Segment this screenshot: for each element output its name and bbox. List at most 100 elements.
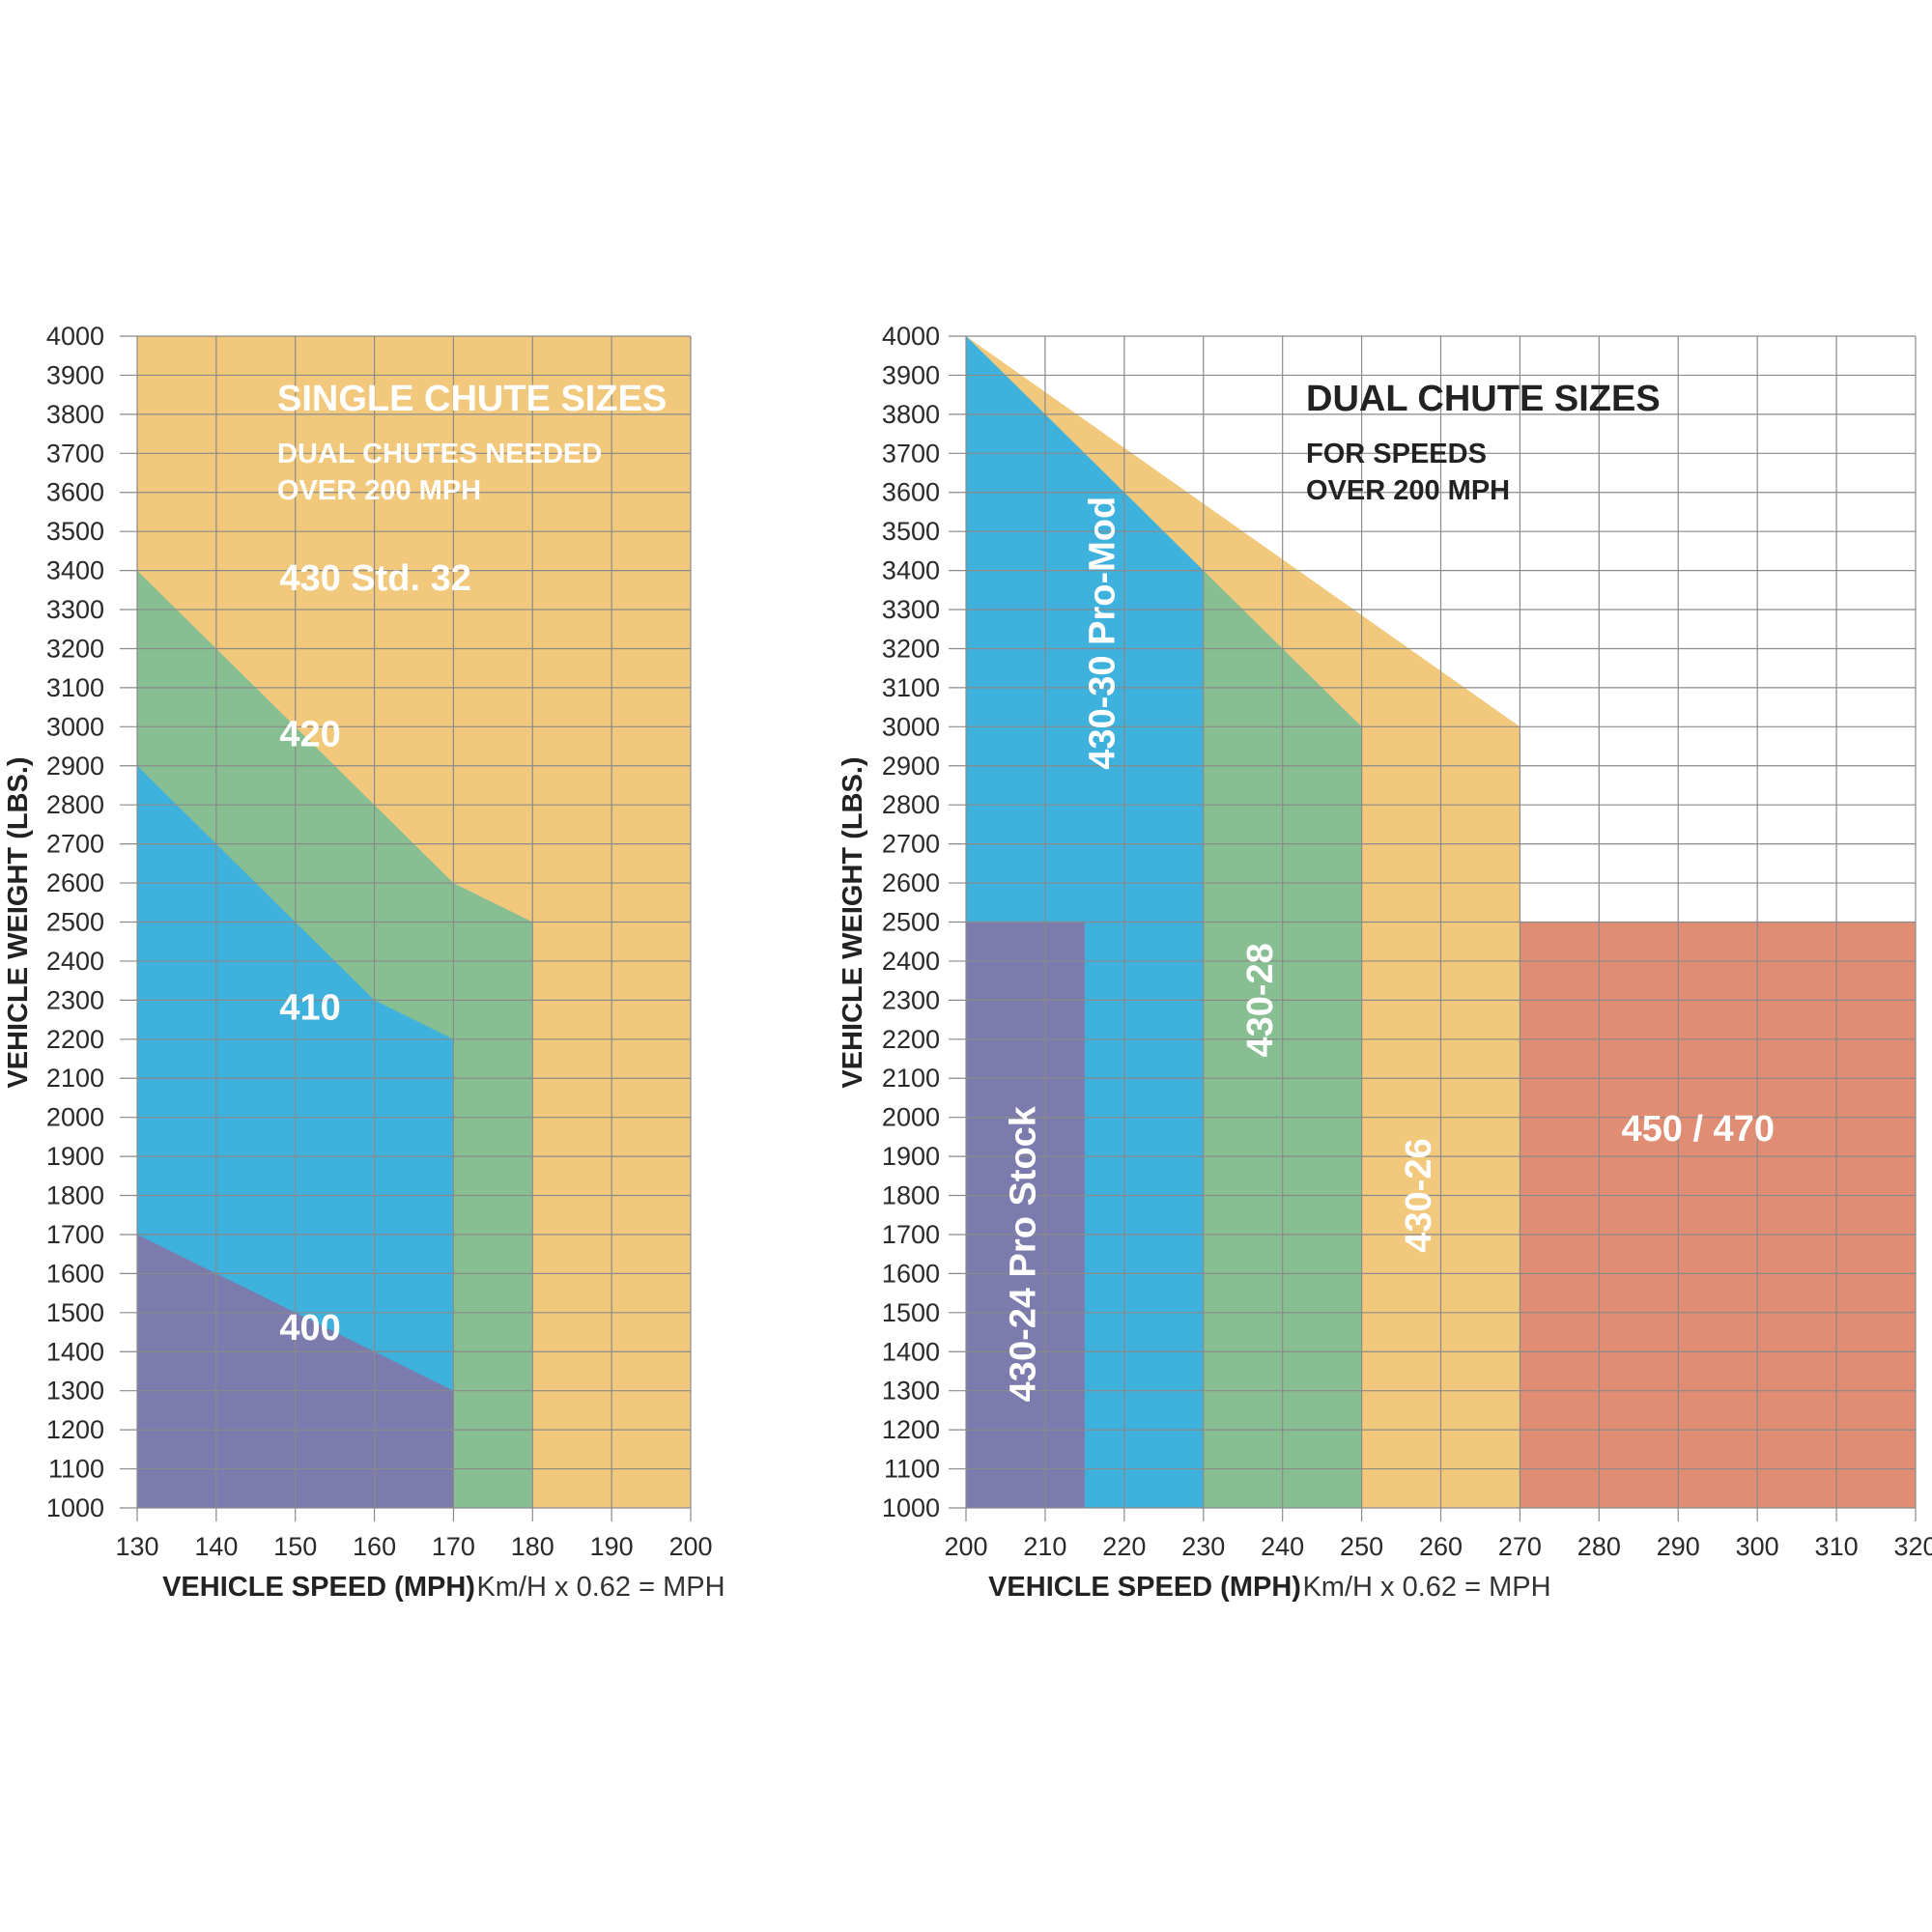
region-label-430-24-pro-stock: 430-24 Pro Stock	[1003, 1105, 1043, 1402]
region-label-410: 410	[279, 988, 340, 1029]
y-tick-label: 2600	[46, 868, 104, 897]
x-tick-label: 200	[668, 1532, 712, 1561]
y-tick-label: 1900	[882, 1142, 940, 1171]
y-tick-label: 2500	[46, 908, 104, 937]
y-tick-label: 3800	[46, 400, 104, 429]
y-tick-label: 1600	[46, 1259, 104, 1288]
grid	[120, 335, 692, 1521]
y-tick-label: 3400	[882, 556, 940, 585]
y-tick-label: 2700	[882, 830, 940, 859]
y-tick-label: 4000	[46, 322, 104, 351]
y-tick-label: 3000	[882, 712, 940, 741]
conversion-note: Km/H x 0.62 = MPH	[1302, 1572, 1550, 1603]
region-label-430-30-pro-mod: 430-30 Pro-Mod	[1082, 497, 1122, 770]
y-tick-label: 2500	[882, 908, 940, 937]
y-tick-label: 3700	[882, 439, 940, 468]
chart-title: DUAL CHUTE SIZES	[1306, 379, 1661, 419]
x-axis-title: VEHICLE SPEED (MPH)	[988, 1572, 1301, 1603]
x-tick-label: 160	[353, 1532, 396, 1561]
y-tick-label: 2900	[46, 752, 104, 781]
y-tick-label: 3200	[882, 634, 940, 663]
y-tick-label: 2100	[882, 1064, 940, 1093]
y-tick-label: 3200	[46, 634, 104, 663]
y-tick-label: 1100	[884, 1455, 940, 1484]
y-tick-label: 2100	[46, 1064, 104, 1093]
x-tick-label: 260	[1419, 1532, 1463, 1561]
x-tick-label: 140	[194, 1532, 238, 1561]
y-tick-label: 1400	[46, 1337, 104, 1366]
x-tick-label: 150	[273, 1532, 317, 1561]
chart-subtitle-line: OVER 200 MPH	[1306, 475, 1510, 506]
y-tick-label: 3600	[882, 478, 940, 507]
y-tick-label: 4000	[882, 322, 940, 351]
chart-subtitle-line: FOR SPEEDS	[1306, 439, 1487, 469]
y-tick-label: 3900	[46, 360, 104, 389]
y-tick-label: 2000	[882, 1103, 940, 1132]
y-tick-label: 2200	[882, 1025, 940, 1054]
y-tick-label: 1000	[882, 1493, 940, 1522]
y-tick-label: 2400	[882, 947, 940, 976]
x-tick-label: 320	[1893, 1532, 1932, 1561]
y-tick-label: 1300	[882, 1377, 940, 1406]
y-tick-label: 3000	[46, 712, 104, 741]
x-tick-label: 200	[944, 1532, 987, 1561]
y-tick-label: 1300	[46, 1377, 104, 1406]
y-tick-label: 3500	[882, 517, 940, 546]
y-tick-label: 1800	[882, 1181, 940, 1210]
x-tick-label: 290	[1657, 1532, 1700, 1561]
y-tick-label: 3100	[46, 673, 104, 702]
y-axis-title: VEHICLE WEIGHT (LBS.)	[3, 756, 34, 1088]
region-430-24-pro-stock	[966, 922, 1085, 1508]
y-tick-label: 2800	[46, 790, 104, 819]
x-tick-label: 180	[511, 1532, 554, 1561]
y-tick-label: 1400	[882, 1337, 940, 1366]
y-tick-label: 3500	[46, 517, 104, 546]
y-tick-label: 2400	[46, 947, 104, 976]
region-450-470	[1520, 922, 1916, 1508]
single-chute-chart: 1000 1100 1200 1300 1400 1500 1600 1700 1800 1900…	[3, 322, 725, 1603]
region-label-430-26: 430-26	[1399, 1138, 1439, 1252]
x-tick-label: 280	[1577, 1532, 1621, 1561]
y-tick-label: 1700	[46, 1220, 104, 1249]
x-tick-label: 310	[1815, 1532, 1859, 1561]
y-tick-label: 1000	[46, 1493, 104, 1522]
y-axis-title: VEHICLE WEIGHT (LBS.)	[838, 756, 868, 1088]
y-tick-label: 2600	[882, 868, 940, 897]
region-label-420: 420	[279, 715, 340, 755]
x-tick-label: 270	[1498, 1532, 1542, 1561]
y-tick-label: 2000	[46, 1103, 104, 1132]
region-label-430-std-32: 430 Std. 32	[279, 558, 471, 599]
x-tick-label: 220	[1102, 1532, 1146, 1561]
grid	[949, 335, 1917, 1521]
x-tick-label: 230	[1181, 1532, 1225, 1561]
chart-subtitle-line: DUAL CHUTES NEEDED	[277, 439, 602, 469]
x-tick-label: 300	[1736, 1532, 1779, 1561]
y-tick-label: 2300	[882, 985, 940, 1014]
x-tick-label: 190	[590, 1532, 634, 1561]
x-tick-label: 250	[1340, 1532, 1383, 1561]
conversion-note: Km/H x 0.62 = MPH	[476, 1572, 724, 1603]
y-tick-label: 3300	[46, 595, 104, 624]
y-tick-label: 1800	[46, 1181, 104, 1210]
chart-title: SINGLE CHUTE SIZES	[277, 379, 667, 419]
y-tick-label: 3300	[882, 595, 940, 624]
y-tick-label: 2800	[882, 790, 940, 819]
x-tick-label: 170	[432, 1532, 475, 1561]
y-tick-label: 1900	[46, 1142, 104, 1171]
y-tick-label: 3800	[882, 400, 940, 429]
y-tick-label: 2700	[46, 830, 104, 859]
y-tick-label: 3700	[46, 439, 104, 468]
y-tick-label: 1700	[882, 1220, 940, 1249]
y-tick-label: 3600	[46, 478, 104, 507]
y-tick-label: 3900	[882, 360, 940, 389]
x-tick-label: 240	[1261, 1532, 1304, 1561]
y-tick-label: 2200	[46, 1025, 104, 1054]
region-label-450-470: 450 / 470	[1621, 1109, 1774, 1150]
y-tick-label: 2900	[882, 752, 940, 781]
region-label-430-28: 430-28	[1240, 943, 1281, 1057]
x-axis-title: VEHICLE SPEED (MPH)	[162, 1572, 475, 1603]
chart-subtitle-line: OVER 200 MPH	[277, 475, 481, 506]
x-tick-label: 210	[1023, 1532, 1066, 1561]
y-tick-label: 1200	[46, 1415, 104, 1444]
